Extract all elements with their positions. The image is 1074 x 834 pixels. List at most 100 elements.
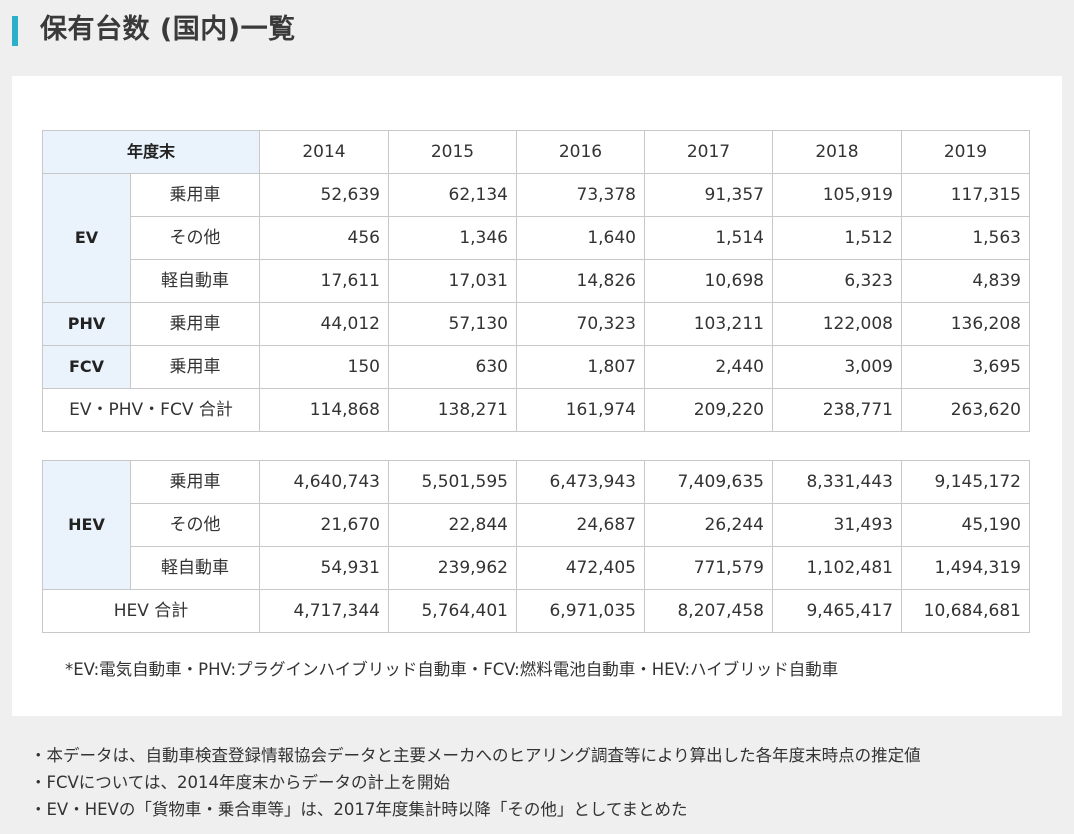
total-value: 4,717,344 bbox=[259, 589, 389, 633]
value-cell: 1,512 bbox=[772, 216, 902, 260]
total-row: EV・PHV・FCV 合計 114,868 138,271 161,974 20… bbox=[42, 388, 1030, 432]
subcategory-label: その他 bbox=[130, 503, 260, 547]
value-cell: 17,611 bbox=[259, 259, 389, 303]
note-item: ・EV・HEVの「貨物車・乗合車等」は、2017年度集計時以降「その他」としてま… bbox=[30, 800, 688, 819]
category-phv: PHV bbox=[42, 302, 131, 346]
abbreviation-footnote: *EV:電気自動車・PHV:プラグインハイブリッド自動車・FCV:燃料電池自動車… bbox=[65, 660, 839, 679]
value-cell: 3,009 bbox=[772, 345, 902, 389]
value-cell: 117,315 bbox=[901, 173, 1030, 217]
value-cell: 62,134 bbox=[388, 173, 517, 217]
total-value: 5,764,401 bbox=[388, 589, 517, 633]
table-row: 軽自動車 17,611 17,031 14,826 10,698 6,323 4… bbox=[43, 259, 1030, 303]
category-ev: EV bbox=[42, 173, 131, 303]
value-cell: 31,493 bbox=[772, 503, 902, 547]
category-fcv: FCV bbox=[42, 345, 131, 389]
value-cell: 57,130 bbox=[388, 302, 517, 346]
table-row: その他 456 1,346 1,640 1,514 1,512 1,563 bbox=[43, 216, 1030, 260]
value-cell: 771,579 bbox=[644, 546, 773, 590]
value-cell: 239,962 bbox=[388, 546, 517, 590]
total-value: 263,620 bbox=[901, 388, 1030, 432]
ev-phv-fcv-table: 年度末 2014 2015 2016 2017 2018 2019 EV 乗用車… bbox=[42, 130, 1030, 432]
value-cell: 45,190 bbox=[901, 503, 1030, 547]
table-row: FCV 乗用車 150 630 1,807 2,440 3,009 3,695 bbox=[42, 345, 1030, 389]
value-cell: 73,378 bbox=[516, 173, 645, 217]
subcategory-label: 軽自動車 bbox=[130, 259, 260, 303]
total-value: 10,684,681 bbox=[901, 589, 1030, 633]
value-cell: 21,670 bbox=[259, 503, 389, 547]
data-notes: ・本データは、自動車検査登録情報協会データと主要メーカへのヒアリング調査等により… bbox=[30, 742, 921, 823]
total-value: 209,220 bbox=[644, 388, 773, 432]
value-cell: 1,640 bbox=[516, 216, 645, 260]
year-header-row: 年度末 2014 2015 2016 2017 2018 2019 bbox=[42, 130, 1030, 174]
total-value: 138,271 bbox=[388, 388, 517, 432]
value-cell: 4,640,743 bbox=[259, 460, 389, 504]
subcategory-label: 乗用車 bbox=[130, 345, 260, 389]
value-cell: 4,839 bbox=[901, 259, 1030, 303]
value-cell: 1,563 bbox=[901, 216, 1030, 260]
value-cell: 10,698 bbox=[644, 259, 773, 303]
note-item: ・本データは、自動車検査登録情報協会データと主要メーカへのヒアリング調査等により… bbox=[30, 746, 921, 765]
year-header: 2018 bbox=[772, 130, 902, 174]
table-row: HEV 乗用車 4,640,743 5,501,595 6,473,943 7,… bbox=[42, 460, 1030, 590]
table-row: 軽自動車 54,931 239,962 472,405 771,579 1,10… bbox=[43, 546, 1030, 590]
year-header: 2015 bbox=[388, 130, 517, 174]
value-cell: 8,331,443 bbox=[772, 460, 902, 504]
table-row: PHV 乗用車 44,012 57,130 70,323 103,211 122… bbox=[42, 302, 1030, 346]
value-cell: 472,405 bbox=[516, 546, 645, 590]
value-cell: 14,826 bbox=[516, 259, 645, 303]
subcategory-label: 乗用車 bbox=[130, 460, 260, 504]
table-panel: 年度末 2014 2015 2016 2017 2018 2019 EV 乗用車… bbox=[12, 76, 1062, 716]
page-title: 保有台数 (国内)一覧 bbox=[40, 14, 296, 45]
total-value: 161,974 bbox=[516, 388, 645, 432]
value-cell: 103,211 bbox=[644, 302, 773, 346]
subcategory-label: 軽自動車 bbox=[130, 546, 260, 590]
value-cell: 91,357 bbox=[644, 173, 773, 217]
total-value: 8,207,458 bbox=[644, 589, 773, 633]
year-header: 2014 bbox=[259, 130, 389, 174]
year-header: 2019 bbox=[901, 130, 1030, 174]
title-accent-bar bbox=[12, 16, 18, 46]
hev-table: HEV 乗用車 4,640,743 5,501,595 6,473,943 7,… bbox=[42, 460, 1030, 633]
total-label: HEV 合計 bbox=[42, 589, 260, 633]
value-cell: 6,323 bbox=[772, 259, 902, 303]
total-value: 114,868 bbox=[259, 388, 389, 432]
value-cell: 9,145,172 bbox=[901, 460, 1030, 504]
total-value: 238,771 bbox=[772, 388, 902, 432]
total-row: HEV 合計 4,717,344 5,764,401 6,971,035 8,2… bbox=[42, 589, 1030, 633]
subcategory-label: 乗用車 bbox=[130, 302, 260, 346]
total-label: EV・PHV・FCV 合計 bbox=[42, 388, 260, 432]
value-cell: 1,346 bbox=[388, 216, 517, 260]
value-cell: 1,807 bbox=[516, 345, 645, 389]
value-cell: 52,639 bbox=[259, 173, 389, 217]
value-cell: 5,501,595 bbox=[388, 460, 517, 504]
value-cell: 26,244 bbox=[644, 503, 773, 547]
total-value: 9,465,417 bbox=[772, 589, 902, 633]
value-cell: 1,494,319 bbox=[901, 546, 1030, 590]
value-cell: 3,695 bbox=[901, 345, 1030, 389]
table-row: その他 21,670 22,844 24,687 26,244 31,493 4… bbox=[43, 503, 1030, 547]
value-cell: 44,012 bbox=[259, 302, 389, 346]
fiscal-year-end-header: 年度末 bbox=[42, 130, 260, 174]
year-header: 2017 bbox=[644, 130, 773, 174]
value-cell: 2,440 bbox=[644, 345, 773, 389]
subcategory-label: 乗用車 bbox=[130, 173, 260, 217]
year-header: 2016 bbox=[516, 130, 645, 174]
value-cell: 150 bbox=[259, 345, 389, 389]
value-cell: 1,514 bbox=[644, 216, 773, 260]
value-cell: 136,208 bbox=[901, 302, 1030, 346]
value-cell: 6,473,943 bbox=[516, 460, 645, 504]
value-cell: 630 bbox=[388, 345, 517, 389]
value-cell: 105,919 bbox=[772, 173, 902, 217]
value-cell: 7,409,635 bbox=[644, 460, 773, 504]
total-value: 6,971,035 bbox=[516, 589, 645, 633]
value-cell: 24,687 bbox=[516, 503, 645, 547]
value-cell: 17,031 bbox=[388, 259, 517, 303]
value-cell: 54,931 bbox=[259, 546, 389, 590]
category-hev: HEV bbox=[42, 460, 131, 590]
value-cell: 22,844 bbox=[388, 503, 517, 547]
value-cell: 1,102,481 bbox=[772, 546, 902, 590]
subcategory-label: その他 bbox=[130, 216, 260, 260]
value-cell: 70,323 bbox=[516, 302, 645, 346]
note-item: ・FCVについては、2014年度末からデータの計上を開始 bbox=[30, 773, 450, 792]
table-row: EV 乗用車 52,639 62,134 73,378 91,357 105,9… bbox=[42, 173, 1030, 303]
